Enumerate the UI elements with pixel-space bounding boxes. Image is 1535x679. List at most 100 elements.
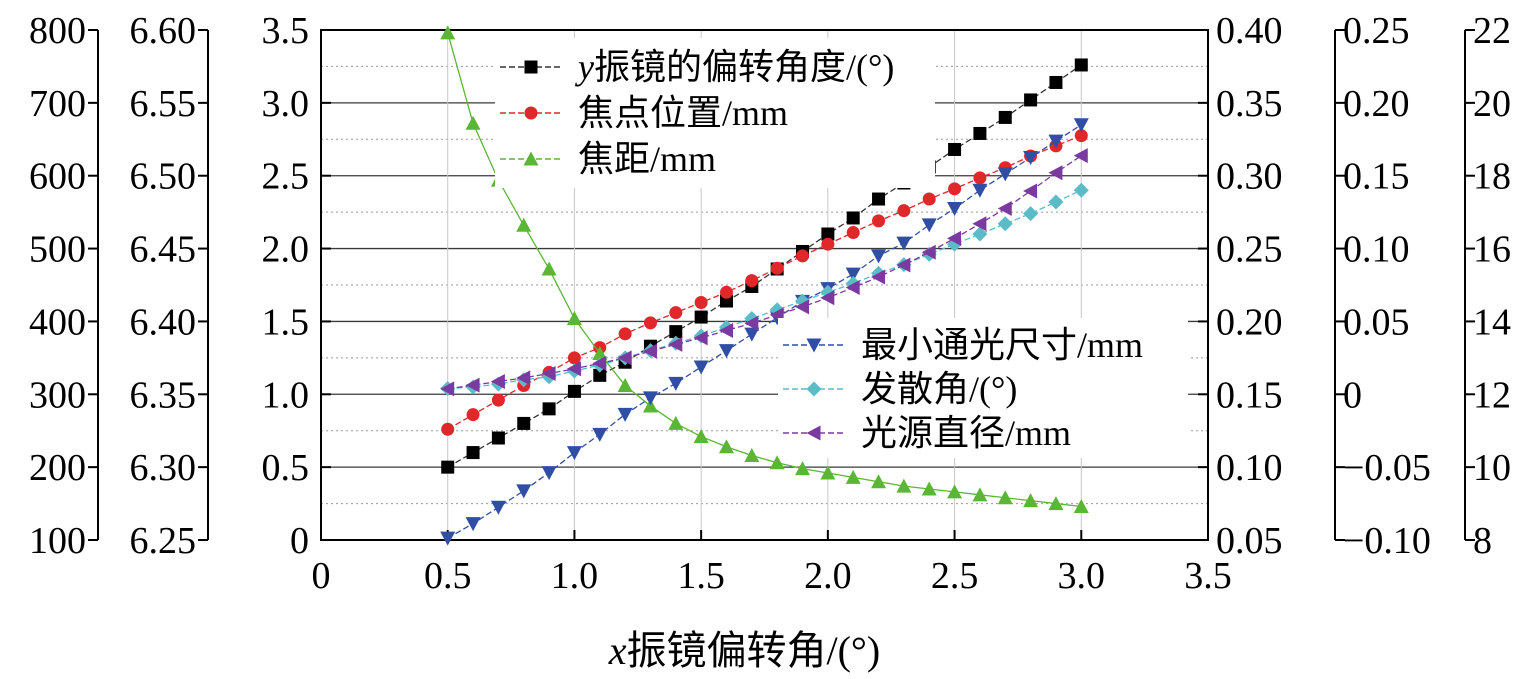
ax-left-outer-tick-label: 800 bbox=[29, 10, 86, 52]
data-point-min-aperture bbox=[592, 427, 608, 442]
data-point-focus-position bbox=[745, 274, 759, 288]
legend-marker bbox=[806, 425, 821, 441]
ax-right-outer-tick-label: 20 bbox=[1473, 83, 1511, 125]
ax-right-outer-tick-label: 18 bbox=[1473, 156, 1511, 198]
legend-marker bbox=[806, 338, 822, 353]
legend-label-text: 焦距/mm bbox=[578, 139, 716, 179]
data-point-y-angle bbox=[1024, 93, 1038, 107]
ax-right-middle-tick-label: −0.10 bbox=[1343, 520, 1431, 562]
legend-marker bbox=[523, 151, 539, 166]
data-point-min-aperture bbox=[718, 344, 734, 359]
data-point-min-aperture bbox=[744, 327, 760, 342]
data-point-source-diameter bbox=[845, 280, 860, 296]
x-axis-title-text: 振镜偏转角/(°) bbox=[627, 628, 881, 673]
x-tick-label: 0.5 bbox=[424, 555, 472, 597]
ax-right-middle-tick-label: 0.20 bbox=[1343, 83, 1410, 125]
data-point-source-diameter bbox=[668, 336, 683, 352]
legend-entry-divergence: 发散角/(°) bbox=[783, 369, 1017, 409]
data-point-focal-length bbox=[1073, 498, 1089, 513]
data-point-y-angle bbox=[517, 416, 531, 430]
ax-left-inner-tick-label: 3.5 bbox=[262, 10, 310, 52]
x-tick-label: 2.0 bbox=[804, 555, 852, 597]
data-point-y-angle bbox=[846, 211, 860, 225]
data-point-source-diameter bbox=[592, 355, 607, 371]
data-point-min-aperture bbox=[1023, 151, 1039, 165]
data-point-focus-position bbox=[796, 249, 810, 263]
x-tick-label: 1.0 bbox=[551, 555, 599, 597]
data-point-min-aperture bbox=[921, 218, 937, 233]
legend-entry-y-angle: y振镜的偏转角度/(°) bbox=[500, 47, 894, 87]
data-point-focus-position bbox=[441, 422, 455, 436]
legend-label-text: 焦点位置/mm bbox=[578, 93, 788, 133]
data-point-focus-position bbox=[694, 295, 708, 309]
data-point-source-diameter bbox=[440, 381, 455, 397]
data-point-min-aperture bbox=[871, 249, 887, 264]
data-point-source-diameter bbox=[997, 201, 1012, 216]
data-point-y-angle bbox=[441, 460, 455, 474]
data-point-focal-length bbox=[744, 447, 760, 462]
ax-right-outer-tick-label: 16 bbox=[1473, 229, 1511, 271]
data-point-focus-position bbox=[466, 408, 480, 422]
axes: 0 0.5 1.0 1.5 2.0 2.5 3.0 3.5100200300400500600… bbox=[29, 10, 1511, 597]
ax-left-inner-tick-label: 1.5 bbox=[262, 301, 310, 343]
series-line-source-diameter bbox=[447, 155, 1082, 390]
data-point-min-aperture bbox=[617, 407, 633, 422]
ax-right-inner-tick-label: 0.05 bbox=[1216, 520, 1283, 562]
data-point-min-aperture bbox=[972, 183, 988, 198]
data-point-focal-length bbox=[820, 465, 836, 480]
legend-label-min-aperture: 最小通光尺寸/mm bbox=[861, 325, 1143, 365]
data-point-divergence bbox=[1023, 206, 1039, 222]
ax-left-middle-tick-label: 6.45 bbox=[130, 229, 197, 271]
legend-label-text: 最小通光尺寸/mm bbox=[861, 325, 1143, 365]
legend-label-text: 光源直径/mm bbox=[861, 413, 1071, 453]
legend-label-y-angle: y振镜的偏转角度/(°) bbox=[575, 47, 894, 87]
data-point-focal-length bbox=[642, 398, 658, 413]
ax-left-inner-tick-label: 2.5 bbox=[262, 156, 310, 198]
data-point-focal-length bbox=[617, 378, 633, 393]
ax-left-inner-tick-label: 0 bbox=[290, 520, 309, 562]
data-point-min-aperture bbox=[947, 202, 963, 216]
data-point-focal-length bbox=[465, 115, 481, 130]
data-point-focal-length bbox=[947, 484, 963, 499]
data-point-focus-position bbox=[973, 171, 987, 185]
data-point-focus-position bbox=[643, 316, 657, 330]
legend-label-source-diameter: 光源直径/mm bbox=[861, 413, 1071, 453]
data-point-y-angle bbox=[491, 431, 505, 445]
ax-left-outer-tick-label: 400 bbox=[29, 301, 86, 343]
data-point-source-diameter bbox=[465, 377, 480, 393]
data-point-y-angle bbox=[998, 110, 1012, 124]
data-point-y-angle bbox=[669, 325, 683, 339]
legend-label-var: y bbox=[575, 47, 594, 87]
data-point-y-angle bbox=[542, 402, 556, 416]
ax-left-middle-tick-label: 6.55 bbox=[130, 83, 197, 125]
data-point-focal-length bbox=[566, 311, 582, 326]
ax-right-outer-tick-label: 10 bbox=[1473, 447, 1511, 489]
ax-right-middle-tick-label: 0 bbox=[1343, 374, 1362, 416]
data-point-focus-position bbox=[872, 214, 886, 228]
data-series bbox=[440, 25, 1089, 546]
data-point-focus-position bbox=[1074, 129, 1088, 143]
ax-left-inner-tick-label: 0.5 bbox=[262, 447, 310, 489]
data-point-focal-length bbox=[592, 345, 608, 360]
ax-left-middle-tick-label: 6.50 bbox=[130, 156, 197, 198]
legend-entry-source-diameter: 光源直径/mm bbox=[783, 413, 1071, 453]
ax-left-outer-tick-label: 300 bbox=[29, 374, 86, 416]
data-point-y-angle bbox=[593, 368, 607, 382]
ax-left-middle-tick-label: 6.60 bbox=[130, 10, 197, 52]
data-point-min-aperture bbox=[693, 360, 709, 375]
data-point-divergence bbox=[1073, 182, 1089, 198]
data-point-focal-length bbox=[896, 478, 912, 493]
legend-label-text: 发散角/(°) bbox=[861, 369, 1017, 409]
data-point-focus-position bbox=[567, 351, 581, 365]
ax-left-outer-tick-label: 500 bbox=[29, 229, 86, 271]
data-point-focus-position bbox=[948, 182, 962, 196]
data-point-source-diameter bbox=[1048, 165, 1063, 181]
data-point-min-aperture bbox=[1073, 118, 1089, 133]
data-point-focal-length bbox=[668, 415, 684, 430]
legend: y振镜的偏转角度/(°) 焦点位置/mm 焦距/mm 最小通光尺寸/mm发散角/(°)… bbox=[495, 38, 1188, 458]
data-point-focus-position bbox=[669, 306, 683, 320]
data-point-divergence bbox=[1048, 194, 1064, 210]
data-point-focus-position bbox=[618, 327, 632, 341]
data-point-focus-position bbox=[821, 237, 835, 251]
